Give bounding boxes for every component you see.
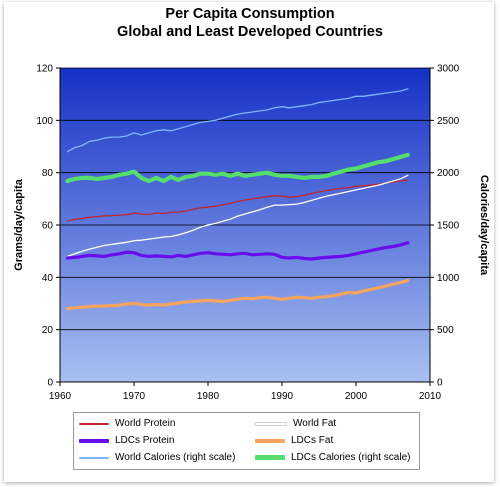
legend-label-world-calories: World Calories (right scale)	[115, 452, 236, 463]
series-line-ldcs-fat	[65, 278, 410, 311]
x-tick-label: 1970	[123, 391, 146, 402]
chart-legend: World Protein World Fat LDCs Protein LDC…	[73, 412, 420, 470]
y-tick-label-left: 0	[47, 378, 53, 389]
legend-label-world-fat: World Fat	[293, 418, 337, 429]
y-tick-label-right: 1500	[437, 221, 460, 232]
series-line-ldcs-protein	[65, 241, 410, 261]
legend-label-ldcs-fat: LDCs Fat	[291, 435, 334, 446]
legend-swatch-world-protein	[79, 422, 109, 425]
legend-item-ldcs-protein: LDCs Protein	[79, 435, 174, 446]
legend-label-ldcs-protein: LDCs Protein	[115, 435, 175, 446]
series-lines	[65, 88, 410, 311]
y-tick-label-left: 100	[36, 116, 53, 127]
legend-swatch-world-calories	[79, 456, 109, 459]
y-tick-label-left: 80	[42, 168, 54, 179]
y-tick-label-left: 40	[42, 273, 54, 284]
legend-swatch-ldcs-protein	[79, 438, 109, 443]
series-line-world-calories-right-scale	[66, 88, 409, 153]
y-tick-label-right: 1000	[437, 273, 460, 284]
chart-subtitle: Global and Least Developed Countries	[117, 24, 383, 40]
legend-item-world-calories: World Calories (right scale)	[79, 452, 235, 463]
x-tick-label: 1990	[271, 391, 294, 402]
legend-item-world-protein: World Protein	[79, 418, 175, 429]
y-tick-label-left: 60	[42, 221, 54, 232]
x-tick-label: 1960	[49, 391, 72, 402]
y-axis-label-right: Calories/day/capita	[478, 175, 490, 276]
legend-swatch-world-fat	[255, 421, 287, 426]
chart-title: Per Capita Consumption	[165, 6, 335, 22]
legend-item-ldcs-fat: LDCs Fat	[255, 435, 333, 446]
y-tick-label-right: 0	[437, 378, 443, 389]
axes: 0 20 40 60 80 100 120 0 500 1000 1500 2000 2500 3000 1…	[36, 64, 459, 403]
y-tick-label-left: 120	[36, 64, 53, 75]
x-tick-label: 2000	[345, 391, 368, 402]
y-axis-label-left: Grams/day/capita	[13, 178, 25, 271]
y-tick-label-right: 3000	[437, 64, 460, 75]
x-tick-label: 1980	[197, 391, 220, 402]
legend-label-world-protein: World Protein	[115, 418, 176, 429]
legend-label-ldcs-calories: LDCs Calories (right scale)	[291, 452, 411, 463]
series-line-ldcs-calories-right-scale	[65, 152, 410, 184]
y-tick-label-right: 500	[437, 325, 454, 336]
x-tick-label: 2010	[419, 391, 442, 402]
series-line-world-fat	[66, 174, 409, 258]
y-tick-label-right: 2000	[437, 168, 460, 179]
legend-item-ldcs-calories: LDCs Calories (right scale)	[255, 452, 410, 463]
y-tick-label-left: 20	[42, 325, 54, 336]
y-tick-label-right: 2500	[437, 116, 460, 127]
legend-item-world-fat: World Fat	[255, 418, 336, 429]
legend-swatch-ldcs-fat	[255, 438, 285, 443]
series-line-world-protein	[66, 179, 409, 222]
legend-swatch-ldcs-calories	[255, 455, 285, 460]
